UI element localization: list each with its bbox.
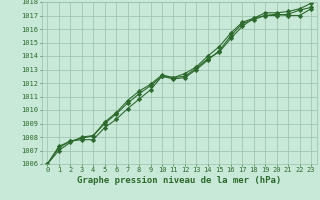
- X-axis label: Graphe pression niveau de la mer (hPa): Graphe pression niveau de la mer (hPa): [77, 176, 281, 185]
